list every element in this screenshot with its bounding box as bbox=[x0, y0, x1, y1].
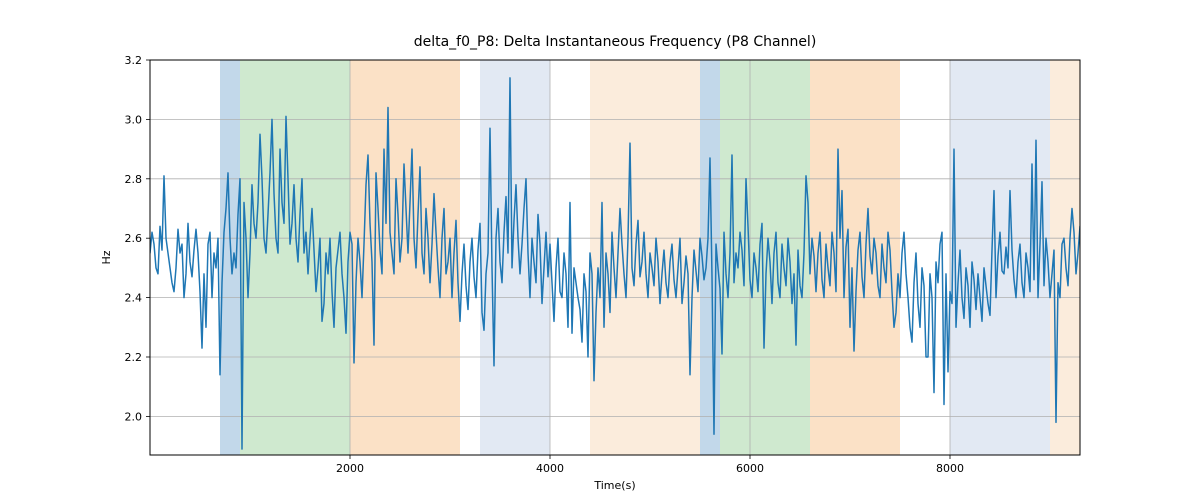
xtick-label: 4000 bbox=[536, 462, 564, 475]
y-axis-label: Hz bbox=[100, 250, 113, 264]
ytick-label: 2.8 bbox=[125, 173, 143, 186]
ytick-label: 3.2 bbox=[125, 54, 143, 67]
ytick-label: 2.0 bbox=[125, 410, 143, 423]
ytick-label: 2.2 bbox=[125, 351, 143, 364]
xtick-label: 8000 bbox=[936, 462, 964, 475]
line-chart: 2000 4000 6000 8000 2.0 2.2 2.4 2.6 2.8 3.0 3.2 del… bbox=[0, 0, 1200, 500]
chart-title: delta_f0_P8: Delta Instantaneous Frequen… bbox=[414, 34, 817, 50]
ytick-label: 2.6 bbox=[125, 232, 143, 245]
ytick-label: 3.0 bbox=[125, 113, 143, 126]
x-axis-label: Time(s) bbox=[593, 479, 635, 492]
xtick-label: 6000 bbox=[736, 462, 764, 475]
ytick-label: 2.4 bbox=[125, 292, 143, 305]
xtick-label: 2000 bbox=[336, 462, 364, 475]
chart-container: 2000 4000 6000 8000 2.0 2.2 2.4 2.6 2.8 3.0 3.2 del… bbox=[0, 0, 1200, 500]
